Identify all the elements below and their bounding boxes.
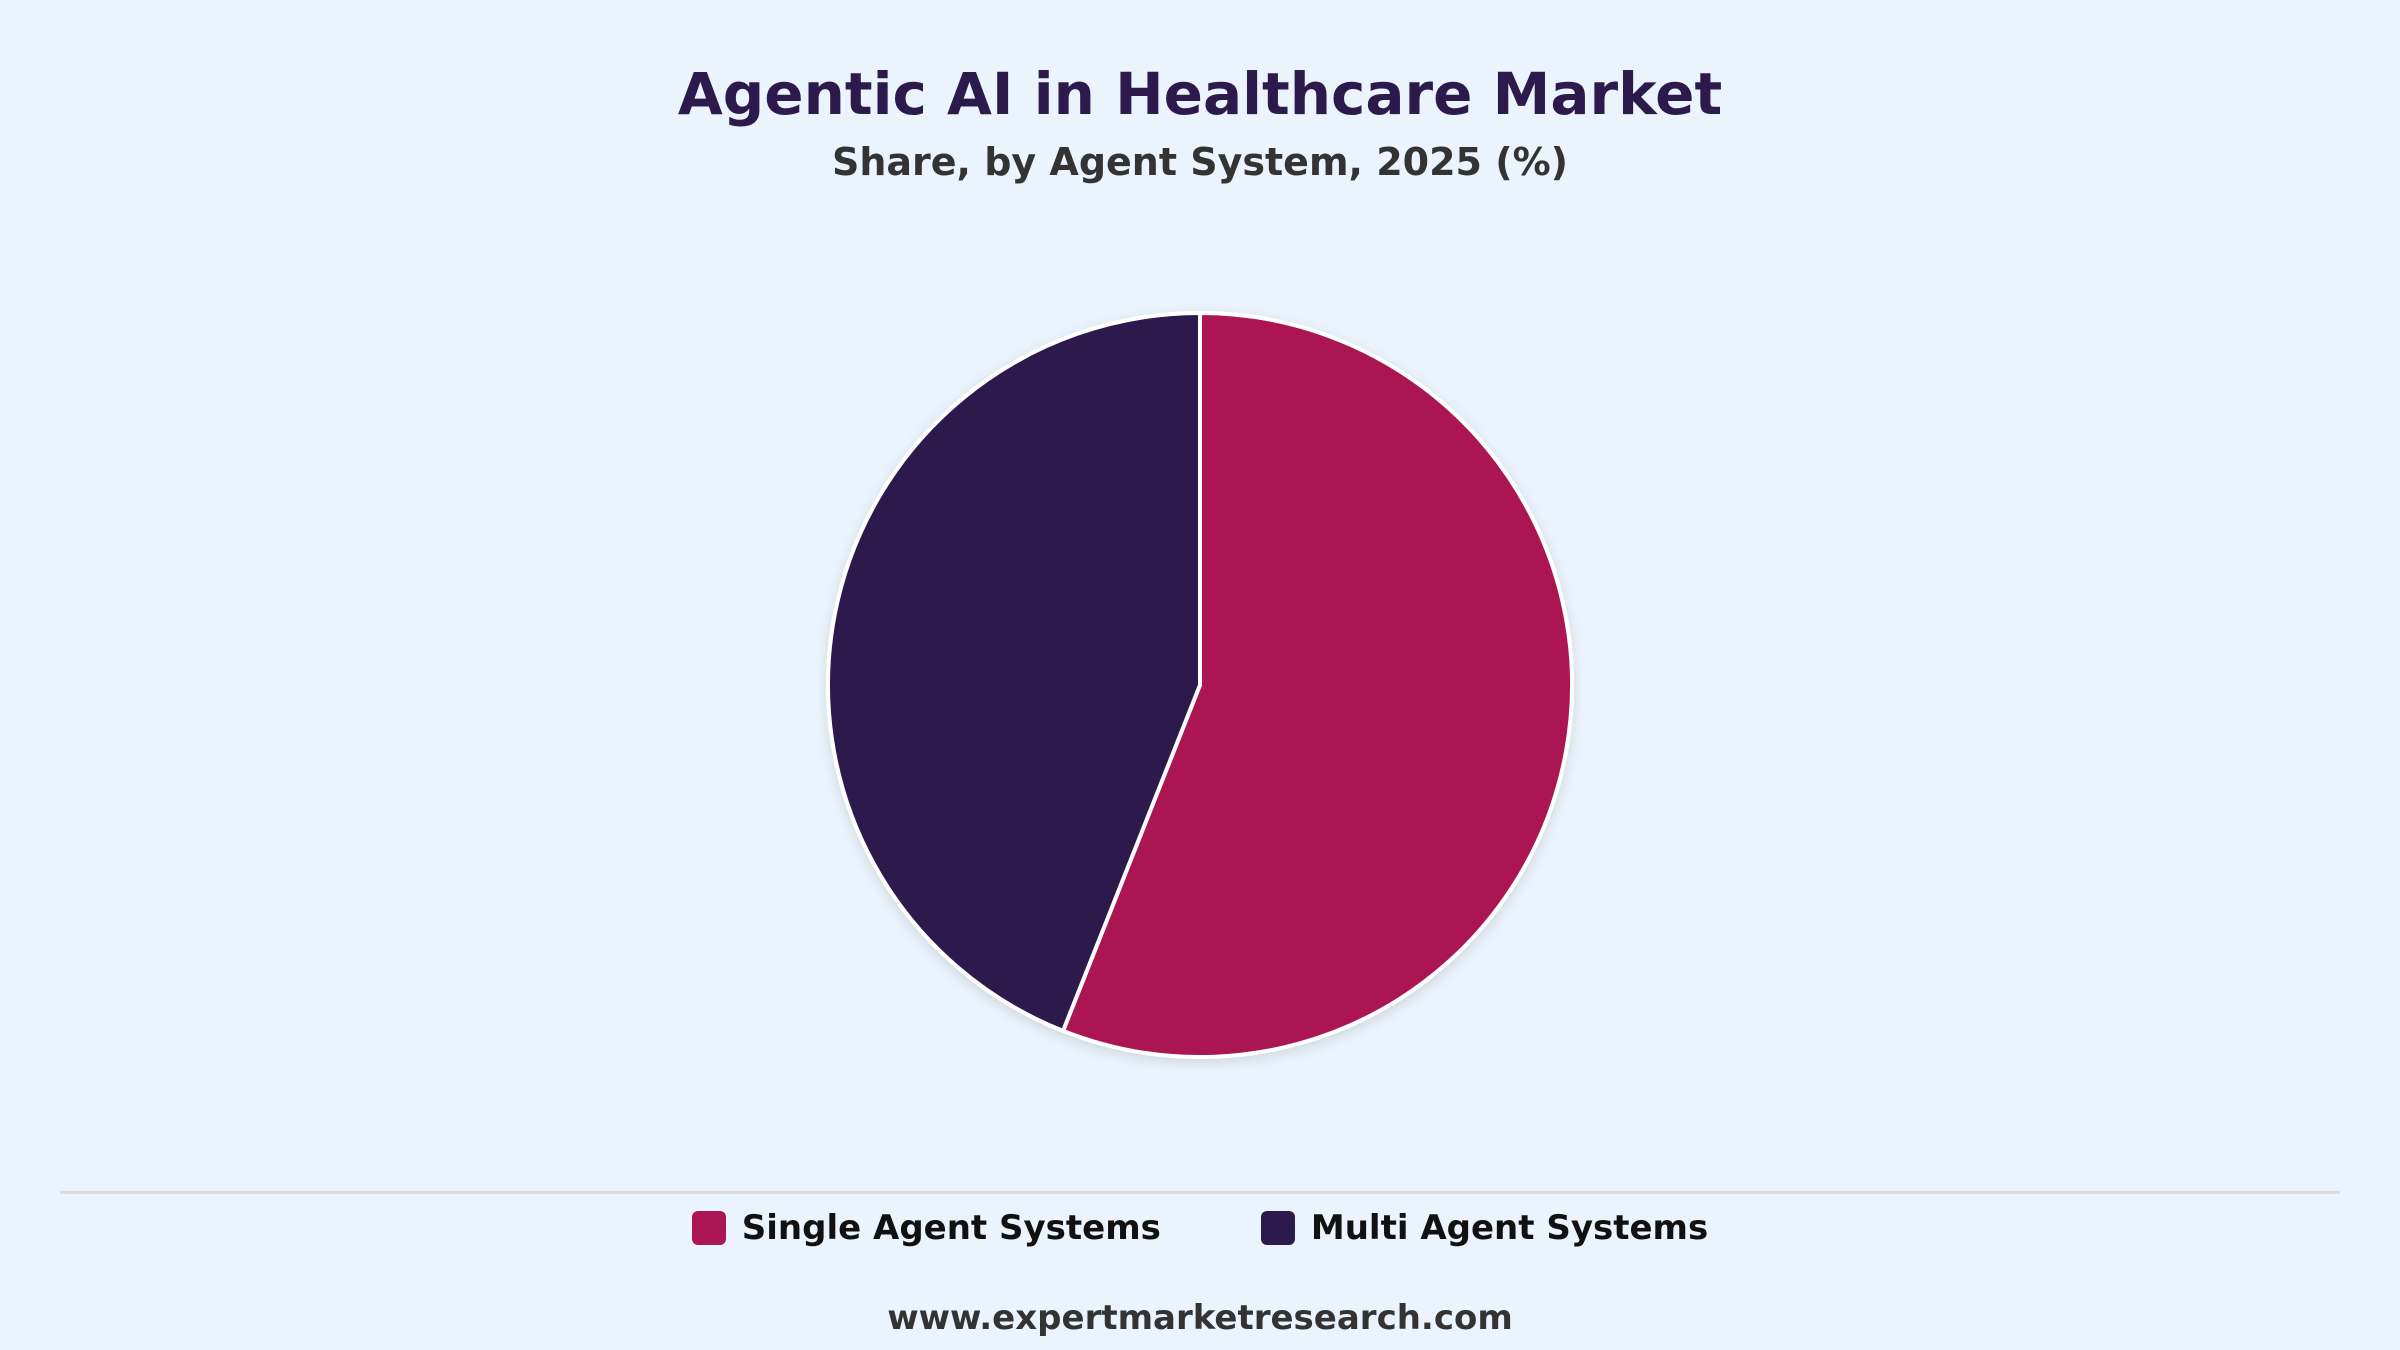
legend-label-single-agent: Single Agent Systems <box>741 1208 1161 1248</box>
legend-swatch-single-agent <box>691 1211 726 1245</box>
legend-swatch-multi-agent <box>1260 1211 1295 1245</box>
chart-subtitle: Share, by Agent System, 2025 (%) <box>831 140 1569 184</box>
legend-label-multi-agent: Multi Agent Systems <box>1310 1208 1709 1248</box>
source-footer[interactable]: www.expertmarketresearch.com <box>887 1298 1513 1338</box>
pie-chart <box>826 311 1574 1059</box>
legend-item-multi-agent: Multi Agent Systems <box>1260 1208 1709 1248</box>
legend: Single Agent Systems Multi Agent Systems <box>0 1208 2400 1248</box>
legend-item-single-agent: Single Agent Systems <box>691 1208 1161 1248</box>
chart-title: Agentic AI in Healthcare Market <box>677 60 1723 128</box>
pie-slice-multi-agent-systems[interactable] <box>826 311 1202 1033</box>
pie-slices <box>826 311 1574 1059</box>
pie-slice-single-agent-systems[interactable] <box>1061 311 1574 1059</box>
legend-divider <box>60 1191 2340 1194</box>
